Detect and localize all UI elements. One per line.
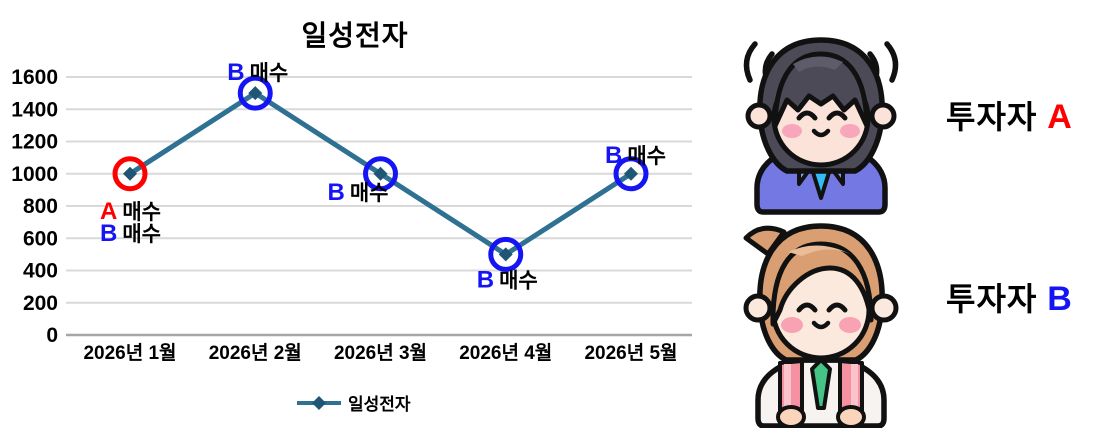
investor-b-label: 투자자 B — [946, 274, 1073, 320]
data-point-marker — [373, 166, 388, 181]
buy-highlight-circle — [237, 75, 273, 111]
investor-a-name: 투자자 — [946, 99, 1038, 135]
y-tick-label: 1400 — [11, 98, 58, 121]
smile — [811, 128, 831, 138]
data-point-marker — [123, 166, 137, 181]
smile — [811, 320, 831, 330]
female-investor-avatar — [743, 37, 899, 215]
avatar-b-head — [743, 223, 899, 363]
y-tick-label: 0 — [46, 324, 58, 347]
y-tick-label: 400 — [23, 260, 58, 283]
buy-highlight-circle — [112, 156, 148, 192]
y-tick-label: 1200 — [11, 131, 58, 154]
tie-icon — [810, 358, 832, 410]
avatar-b-body — [755, 357, 887, 428]
line-chart: 0 200 400 600 800 1000 1200 1400 1600 2026년 1월 202… — [11, 59, 692, 364]
buy-annotation: B 매수 — [227, 59, 288, 86]
buy-highlight-circle — [488, 236, 524, 272]
data-point-marker — [624, 166, 638, 181]
x-tick-label: 2026년 2월 — [209, 342, 302, 364]
eye — [796, 302, 818, 313]
buy-annotation: A 매수 — [100, 198, 161, 225]
buy-annotation: B 매수 — [477, 266, 538, 293]
y-tick-label: 1000 — [11, 163, 58, 186]
buy-highlight-circle — [363, 156, 398, 192]
investor-b-letter: B — [1047, 280, 1073, 318]
chart-title: 일성전자 — [301, 20, 409, 51]
eye — [826, 302, 848, 313]
eye — [796, 110, 818, 121]
investor-b-name: 투자자 — [946, 281, 1038, 317]
buy-annotation: B 매수 — [328, 179, 389, 206]
avatar-a-head — [745, 37, 897, 174]
investor-a-letter: A — [1047, 98, 1073, 136]
buy-annotation: B 매수 — [605, 142, 666, 169]
y-tick-label: 1600 — [11, 66, 58, 89]
x-tick-label: 2026년 4월 — [459, 342, 552, 364]
legend-marker-icon — [297, 395, 341, 410]
legend-series-label: 일성전자 — [348, 395, 411, 414]
x-tick-label: 2026년 3월 — [334, 342, 427, 364]
x-tick-label: 2026년 5월 — [584, 342, 677, 364]
y-tick-label: 200 — [23, 292, 58, 315]
buy-highlight-circle — [613, 156, 649, 192]
data-point-marker — [248, 86, 263, 101]
y-tick-label: 600 — [23, 227, 58, 250]
eye — [826, 110, 848, 121]
x-tick-label: 2026년 1월 — [83, 342, 176, 364]
y-tick-label: 800 — [23, 195, 58, 218]
chart-legend: 일성전자 — [296, 390, 411, 415]
male-investor-avatar — [743, 223, 899, 428]
data-point-marker — [498, 247, 513, 262]
investor-a-label: 투자자 A — [946, 92, 1073, 138]
buy-annotation: B 매수 — [100, 220, 161, 247]
